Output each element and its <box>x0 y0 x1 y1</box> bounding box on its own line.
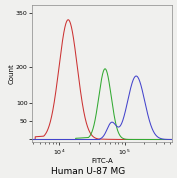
Y-axis label: Count: Count <box>8 64 15 84</box>
X-axis label: FITC-A: FITC-A <box>91 158 113 164</box>
Text: Human U-87 MG: Human U-87 MG <box>51 167 126 176</box>
